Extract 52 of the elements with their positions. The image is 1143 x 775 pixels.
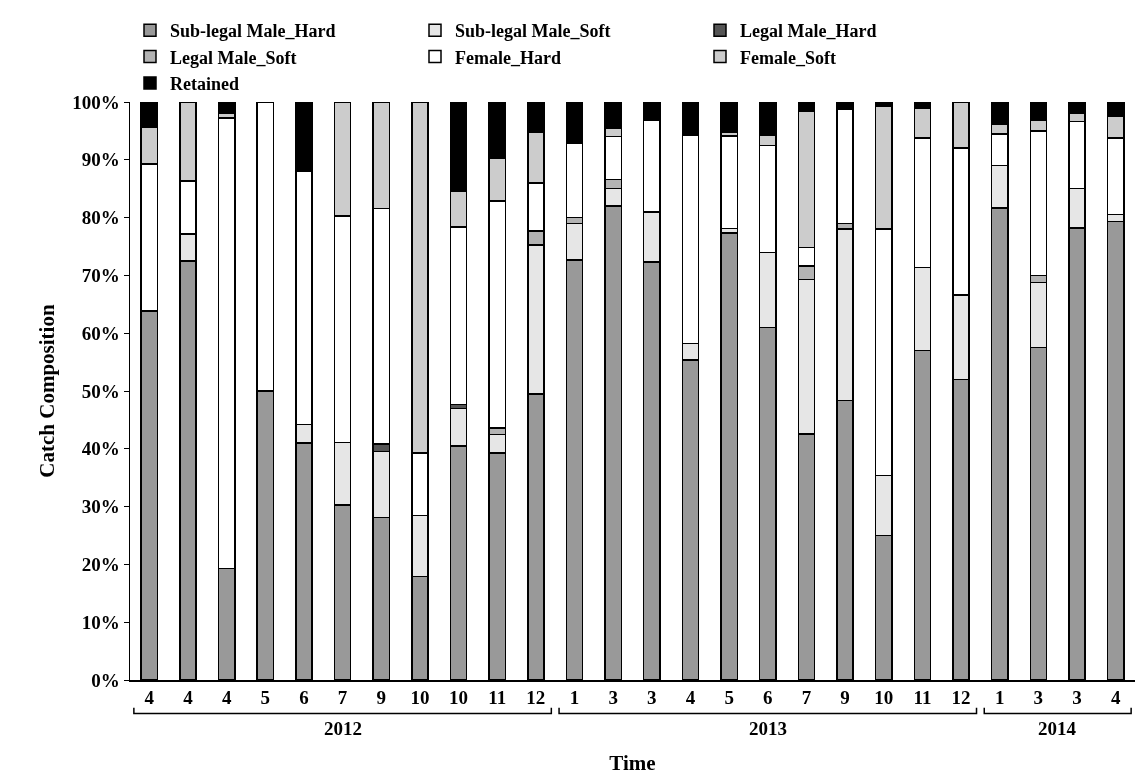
y-tick-label: 60%: [81, 322, 120, 344]
y-tick-label: 90%: [81, 149, 120, 171]
x-tick-label: 4: [1110, 687, 1121, 709]
y-tick-label: 0%: [91, 669, 120, 691]
bar: [217, 102, 236, 115]
y-tick-label: 20%: [81, 554, 120, 576]
bar: [720, 135, 738, 230]
legend-label: Sub-legal Male_Hard: [170, 21, 336, 42]
legend-label: Sub-legal Male_Soft: [455, 21, 611, 42]
x-tick-label: 10: [449, 687, 469, 709]
x-tick-label: 1: [994, 687, 1005, 709]
x-tick-label: 10: [410, 687, 430, 709]
x-tick-label: 4: [221, 687, 232, 709]
y-tick-label: 80%: [81, 207, 120, 229]
legend-label: Legal Male_Hard: [740, 21, 877, 42]
x-tick-label: 9: [840, 687, 850, 709]
x-tick-label: 6: [299, 687, 309, 709]
x-tick-label: 9: [376, 687, 386, 709]
legend-label: Female_Hard: [455, 47, 561, 68]
x-tick-label: 6: [763, 687, 773, 709]
x-tick-label: 3: [647, 687, 657, 709]
legend-label: Female_Soft: [740, 47, 836, 68]
x-tick-label: 12: [951, 687, 971, 709]
x-tick-label: 4: [144, 687, 155, 709]
x-axis-title: Time: [609, 751, 656, 775]
x-tick-label: 5: [724, 687, 734, 709]
x-tick-label: 3: [608, 687, 618, 709]
legend-label: Retained: [170, 74, 239, 95]
x-tick-label: 3: [1033, 687, 1044, 709]
y-axis-title: Catch Composition: [34, 304, 59, 478]
text: 2013: [749, 718, 787, 739]
y-tick-label: 40%: [81, 438, 120, 460]
y-tick-label: 70%: [81, 265, 120, 287]
x-tick-label: 12: [526, 687, 546, 709]
x-tick-label: 7: [801, 687, 812, 709]
x-tick-label: 10: [874, 687, 894, 709]
x-tick-label: 11: [488, 687, 507, 709]
x-tick-label: 5: [260, 687, 271, 709]
x-tick-label: 3: [1072, 687, 1082, 709]
legend-label: Legal Male_Soft: [170, 47, 297, 68]
y-tick-label: 10%: [81, 611, 120, 633]
y-tick-label: 50%: [81, 380, 120, 402]
x-tick-label: 11: [913, 687, 932, 709]
bar: [720, 102, 738, 133]
text: 2012: [324, 718, 362, 739]
x-tick-label: 4: [183, 687, 194, 709]
x-tick-label: 7: [337, 687, 348, 709]
x-tick-label: 1: [569, 687, 580, 709]
x-tick-label: 4: [685, 687, 696, 709]
y-tick-label: 100%: [72, 91, 120, 113]
y-tick-label: 30%: [81, 496, 120, 518]
text: 2014: [1038, 718, 1077, 739]
